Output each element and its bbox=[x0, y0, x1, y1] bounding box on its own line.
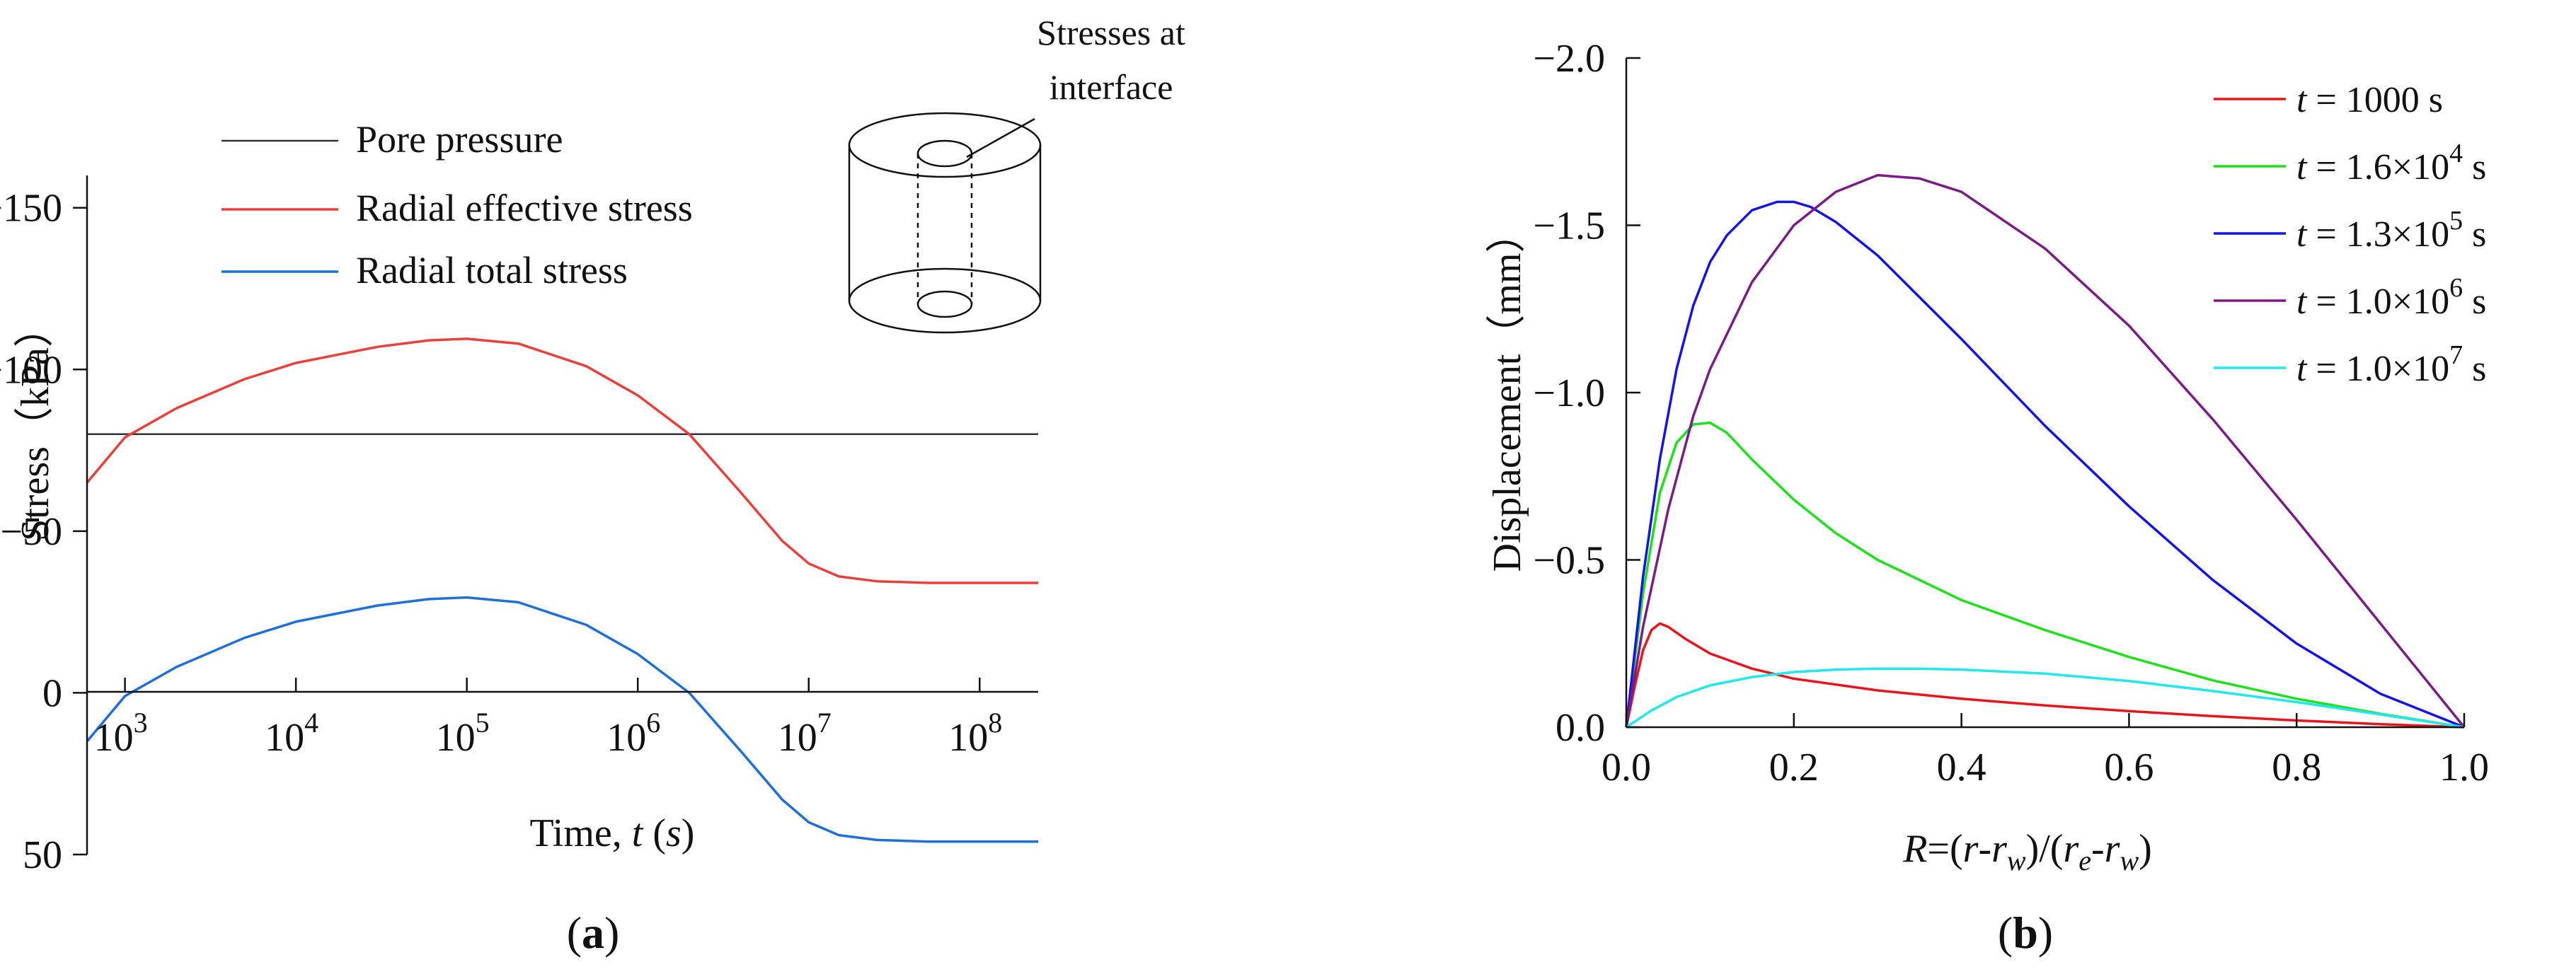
x-tick-label: 0.6 bbox=[2104, 746, 2154, 789]
series-line-t-1-0-10-7-s bbox=[1626, 667, 2465, 729]
legend-label-t-1000-s: t = 1000 s bbox=[2296, 80, 2443, 120]
panel-a-y-axis-label: Stress（kPa） bbox=[13, 308, 57, 541]
x-tick-label: 0.2 bbox=[1769, 746, 1819, 789]
x-tick-label: 1.0 bbox=[2439, 746, 2489, 789]
panel-a-legend: Pore pressure Radial effective stress Ra… bbox=[222, 118, 693, 291]
legend-label-radial-effective-stress: Radial effective stress bbox=[356, 187, 693, 229]
panel-b-x-ticks: 0.0 0.2 0.4 0.6 0.8 1.0 bbox=[1602, 713, 2489, 789]
panel-a-x-ticks: 103 104 105 106 107 108 bbox=[94, 678, 1002, 760]
y-tick-label: −1.0 bbox=[1533, 371, 1605, 415]
panel-b-chart: 0.0 −0.5 −1.0 −1.5 −2.0 0.0 0.2 0.4 0.6 0.8 1.0 D… bbox=[1485, 37, 2489, 958]
x-tick-label: 105 bbox=[436, 707, 490, 760]
y-tick-label: −50 bbox=[0, 510, 62, 554]
panel-a-y-ticks: −150 −100 −50 0 50 bbox=[0, 187, 87, 877]
cylinder-outer-top bbox=[848, 112, 1042, 178]
y-tick-label: −100 bbox=[0, 348, 62, 392]
x-tick-label: 0.8 bbox=[2272, 746, 2321, 789]
x-tick-label: 103 bbox=[94, 707, 148, 760]
cylinder-outer-bottom bbox=[848, 267, 1042, 334]
cylinder-inner-bottom bbox=[916, 290, 973, 318]
legend-label-t-1-0-10-7-s: t = 1.0×107 s bbox=[2296, 340, 2486, 389]
inset-label-line1: Stresses at bbox=[1037, 13, 1185, 52]
panel-b-y-ticks: 0.0 −0.5 −1.0 −1.5 −2.0 bbox=[1533, 37, 1640, 750]
series-line-t-1000-s bbox=[1625, 622, 2465, 729]
inset-label-line2: interface bbox=[1050, 67, 1173, 107]
y-tick-label: −1.5 bbox=[1533, 204, 1605, 248]
panel-b-legend: t = 1000 s t = 1.6×104 s t = 1.3×105 s t = … bbox=[2214, 80, 2486, 389]
cylinder-inset-diagram bbox=[848, 112, 1042, 334]
x-tick-label: 104 bbox=[265, 707, 318, 760]
legend-label-t-1-6-10-4-s: t = 1.6×104 s bbox=[2296, 139, 2486, 187]
y-tick-label: −0.5 bbox=[1533, 539, 1605, 583]
panel-b-y-axis-label: Displacement（mm） bbox=[1485, 213, 1529, 572]
panel-a-chart: −150 −100 −50 0 50 103 104 105 106 107 108 Stress… bbox=[0, 13, 1185, 958]
panel-a-caption: (a) bbox=[567, 908, 620, 958]
inset-pointer-line bbox=[966, 117, 1035, 158]
y-tick-label: 0.0 bbox=[1556, 706, 1605, 750]
legend-label-t-1-3-10-5-s: t = 1.3×105 s bbox=[2296, 206, 2486, 255]
series-line-t-1-6-10-4-s bbox=[1625, 421, 2465, 729]
panel-b-series-group bbox=[1625, 173, 2466, 729]
panel-a-x-axis-label: Time, t (s) bbox=[530, 811, 695, 855]
legend-label-radial-total-stress: Radial total stress bbox=[356, 249, 628, 291]
y-tick-label: −150 bbox=[0, 187, 62, 231]
x-tick-label: 0.0 bbox=[1602, 746, 1651, 789]
series-line-t-1-3-10-5-s bbox=[1625, 200, 2465, 729]
x-tick-label: 107 bbox=[778, 707, 832, 760]
y-tick-label: 50 bbox=[23, 833, 62, 877]
x-tick-label: 108 bbox=[948, 707, 1002, 760]
y-tick-label: 0 bbox=[42, 671, 62, 715]
panel-a-series-group bbox=[86, 337, 1038, 843]
x-tick-label: 0.4 bbox=[1937, 746, 1986, 789]
x-tick-label: 106 bbox=[606, 707, 660, 760]
series-line-t-1-0-10-6-s bbox=[1625, 173, 2466, 729]
y-tick-label: −2.0 bbox=[1533, 37, 1605, 81]
cylinder-inner-top bbox=[916, 139, 973, 168]
series-line-radial-total-stress bbox=[86, 596, 1038, 843]
panel-b-caption: (b) bbox=[1998, 908, 2053, 958]
series-line-radial-effective-stress bbox=[86, 337, 1038, 584]
legend-label-t-1-0-10-6-s: t = 1.0×106 s bbox=[2296, 273, 2486, 322]
panel-b-x-axis-label: R=(r-rw)/(re-rw) bbox=[1902, 827, 2152, 876]
legend-label-pore-pressure: Pore pressure bbox=[356, 118, 563, 161]
